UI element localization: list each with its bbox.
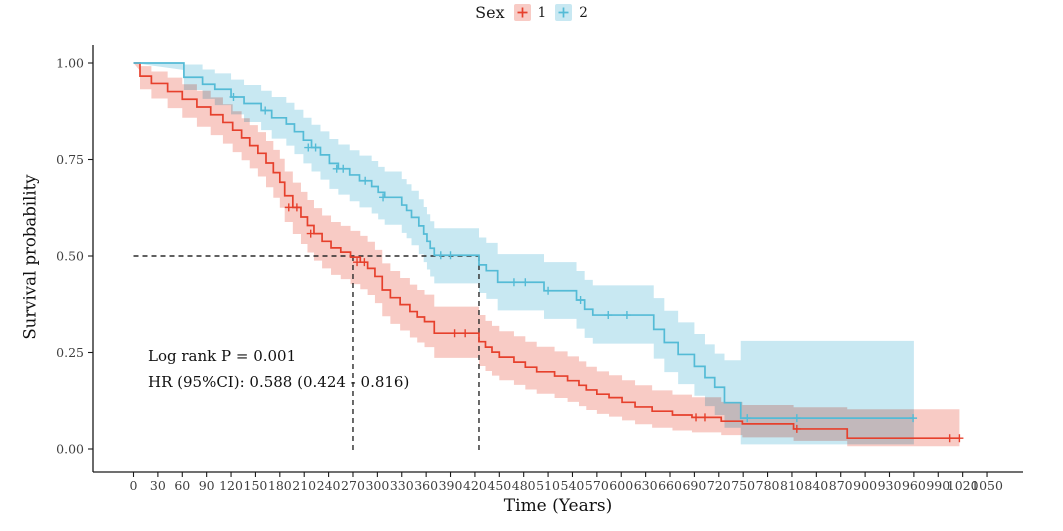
censor-marks-sex2 (229, 92, 918, 423)
legend-item-sex1[interactable]: 1 (513, 4, 547, 21)
x-tick-label: 360 (414, 478, 438, 493)
x-tick-label: 570 (585, 478, 609, 493)
x-tick-label: 990 (926, 478, 950, 493)
x-tick-label: 150 (244, 478, 268, 493)
survival-curve-sex1[interactable] (133, 62, 960, 440)
legend-item-sex2[interactable]: 2 (555, 4, 588, 21)
y-tick-label: 1.00 (56, 56, 84, 71)
logrank-annotation: Log rank P = 0.001 (148, 347, 297, 365)
legend-label-sex2: 2 (579, 4, 588, 21)
x-axis-title: Time (Years) (503, 496, 613, 516)
axes (88, 45, 1023, 477)
y-tick-label: 0.25 (56, 345, 84, 360)
x-tick-label: 1050 (971, 478, 1003, 493)
median-dashed-lines (133, 255, 480, 453)
y-tick-label: 0.50 (56, 249, 84, 264)
y-tick-label: 0.00 (56, 442, 84, 457)
x-tick-label: 810 (780, 478, 804, 493)
x-tick-label: 510 (536, 478, 560, 493)
x-tick-label: 60 (174, 478, 190, 493)
sex1-censor-key-icon (513, 4, 531, 21)
x-tick-label: 390 (439, 478, 463, 493)
x-tick-label: 930 (878, 478, 902, 493)
y-tick-label: 0.75 (56, 152, 84, 167)
x-tick-label: 720 (707, 478, 731, 493)
x-tick-label: 270 (341, 478, 365, 493)
x-tick-label: 600 (609, 478, 633, 493)
axis-tick-labels: 0 30 60 90 120 150 180 210 240 270 300 330 360 390 420… (56, 56, 1003, 494)
x-tick-label: 780 (756, 478, 780, 493)
survival-curve-sex2[interactable] (133, 62, 914, 419)
x-tick-label: 840 (804, 478, 828, 493)
x-tick-label: 630 (634, 478, 658, 493)
x-tick-label: 480 (512, 478, 536, 493)
legend-title: Sex (475, 3, 505, 22)
x-tick-label: 750 (731, 478, 755, 493)
x-tick-label: 420 (463, 478, 487, 493)
x-tick-label: 210 (292, 478, 316, 493)
x-tick-label: 30 (150, 478, 166, 493)
x-tick-label: 540 (561, 478, 585, 493)
legend: Sex 1 2 (0, 3, 1063, 22)
legend-label-sex1: 1 (537, 4, 547, 21)
x-tick-label: 90 (199, 478, 215, 493)
x-tick-label: 300 (365, 478, 389, 493)
censor-marks (229, 92, 964, 443)
x-tick-label: 0 (130, 478, 138, 493)
x-tick-label: 870 (829, 478, 853, 493)
survival-curves (133, 62, 960, 440)
x-tick-label: 960 (902, 478, 926, 493)
x-tick-label: 900 (853, 478, 877, 493)
y-axis-title: Survival probability (20, 174, 40, 340)
x-tick-label: 180 (268, 478, 292, 493)
hazard-ratio-annotation: HR (95%CI): 0.588 (0.424 - 0.816) (148, 373, 410, 391)
censor-marks-sex1 (284, 203, 964, 443)
x-tick-label: 690 (682, 478, 706, 493)
x-tick-label: 330 (390, 478, 414, 493)
x-tick-label: 660 (658, 478, 682, 493)
x-tick-label: 120 (219, 478, 243, 493)
x-tick-label: 450 (487, 478, 511, 493)
sex2-censor-key-icon (555, 4, 573, 21)
x-tick-label: 240 (317, 478, 341, 493)
x-tick-label: 1020 (947, 478, 979, 493)
